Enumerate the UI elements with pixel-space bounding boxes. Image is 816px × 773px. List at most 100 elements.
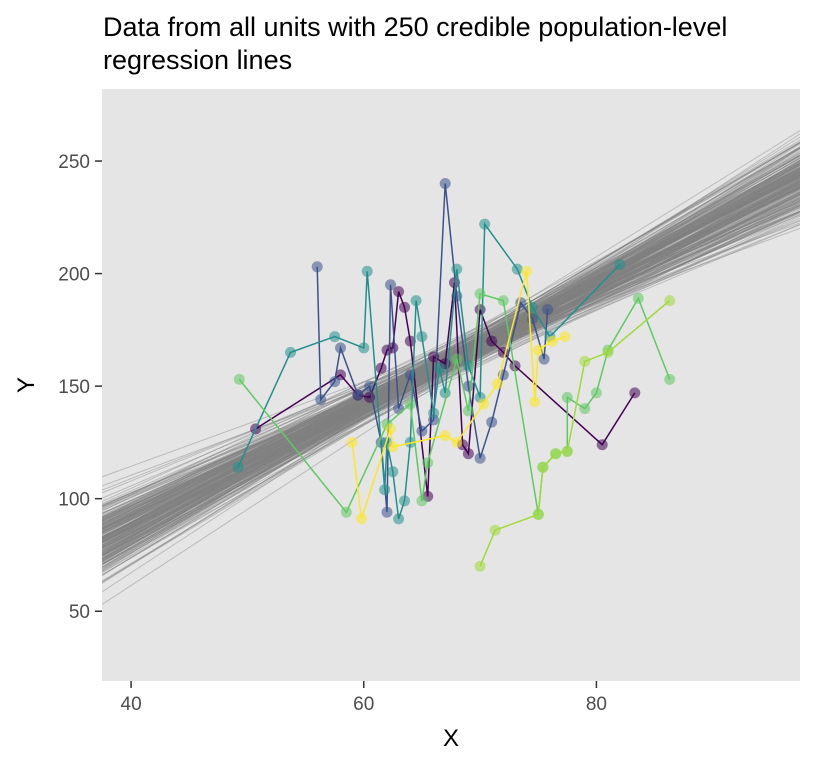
regression-line <box>102 185 800 538</box>
regression-line <box>102 186 800 521</box>
data-point <box>399 495 410 507</box>
regression-line <box>102 194 800 523</box>
regression-line <box>102 183 800 529</box>
regression-line <box>102 180 800 555</box>
data-point <box>451 263 463 275</box>
data-point <box>385 279 396 291</box>
regression-line <box>102 207 800 508</box>
data-point <box>393 513 405 525</box>
regression-line <box>102 196 800 543</box>
regression-line <box>102 227 800 487</box>
regression-line <box>102 133 800 593</box>
regression-line <box>102 194 800 529</box>
regression-line <box>102 203 800 520</box>
y-tick-label: 100 <box>58 490 90 511</box>
data-point <box>486 416 498 428</box>
data-point <box>315 394 327 406</box>
regression-line <box>102 148 800 576</box>
data-point <box>346 436 358 448</box>
regression-line <box>102 193 800 527</box>
data-point <box>232 461 244 473</box>
regression-line <box>102 166 800 568</box>
regression-line <box>102 159 800 582</box>
regression-line <box>102 185 800 524</box>
data-point <box>233 373 245 385</box>
regression-line <box>102 196 800 529</box>
data-point <box>559 331 571 343</box>
regression-line <box>102 171 800 540</box>
regression-line <box>102 177 800 546</box>
regression-line <box>102 172 800 542</box>
data-point <box>561 391 573 403</box>
regression-line <box>102 183 800 552</box>
x-tick-label: 60 <box>353 694 374 715</box>
regression-line <box>102 164 800 560</box>
regression-line <box>102 182 800 533</box>
regression-line <box>102 155 800 560</box>
regression-line <box>102 186 800 521</box>
regression-line <box>102 197 800 505</box>
regression-line <box>102 177 800 519</box>
regression-line <box>102 175 800 546</box>
regression-line <box>102 185 800 543</box>
data-point <box>381 506 393 518</box>
regression-line <box>102 189 800 518</box>
data-point <box>422 457 434 469</box>
regression-line <box>102 184 800 519</box>
regression-line <box>102 183 800 539</box>
regression-line <box>102 171 800 533</box>
regression-line <box>102 172 800 549</box>
regression-line <box>102 210 800 491</box>
regression-line <box>102 179 800 566</box>
regression-line <box>102 192 800 533</box>
regression-line <box>102 160 800 573</box>
regression-line <box>102 185 800 552</box>
regression-line <box>102 190 800 516</box>
regression-line <box>102 130 800 564</box>
regression-line <box>102 166 800 531</box>
unit-series-2 <box>311 178 554 518</box>
data-point <box>404 398 416 410</box>
data-point <box>393 286 405 298</box>
regression-line <box>102 179 800 540</box>
data-point <box>546 335 558 347</box>
regression-line <box>102 174 800 529</box>
regression-line <box>102 167 800 542</box>
regression-line <box>102 201 800 514</box>
regression-line <box>102 167 800 540</box>
regression-line <box>102 182 800 503</box>
data-point <box>629 387 641 399</box>
regression-line <box>102 175 800 551</box>
data-point <box>387 441 399 453</box>
regression-line <box>102 180 800 543</box>
regression-line <box>102 164 800 530</box>
data-point <box>285 346 296 358</box>
regression-line <box>102 174 800 543</box>
regression-line <box>102 180 800 573</box>
unit-series-6 <box>346 265 571 525</box>
data-point <box>329 376 341 388</box>
regression-line <box>102 183 800 528</box>
regression-line <box>102 165 800 565</box>
regression-line <box>102 181 800 560</box>
regression-line <box>102 208 800 531</box>
regression-line <box>102 205 800 533</box>
regression-line <box>102 169 800 539</box>
regression-line <box>102 157 800 557</box>
regression-line <box>102 148 800 568</box>
regression-line <box>102 150 800 572</box>
data-point <box>529 396 541 408</box>
regression-line <box>102 177 800 532</box>
unit-series-5 <box>474 295 676 572</box>
regression-line <box>102 219 800 508</box>
regression-line <box>102 139 800 559</box>
regression-line <box>102 181 800 558</box>
data-point <box>355 513 367 525</box>
regression-line <box>102 204 800 538</box>
x-axis-title: X <box>443 725 459 752</box>
regression-line <box>102 163 800 571</box>
y-tick-label: 50 <box>69 602 90 623</box>
regression-line <box>102 168 800 557</box>
data-point <box>375 362 387 374</box>
regression-line <box>102 175 800 535</box>
